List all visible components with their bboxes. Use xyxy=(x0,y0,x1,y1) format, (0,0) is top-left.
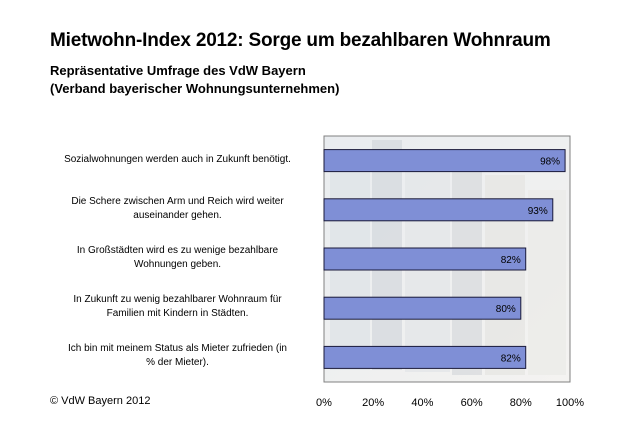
category-label-line: Familien mit Kindern in Städten. xyxy=(106,308,249,320)
category-label: Ich bin mit meinem Status als Mieter zuf… xyxy=(40,342,315,370)
bar xyxy=(323,198,554,222)
category-label-line: Die Schere zwischen Arm und Reich wird w… xyxy=(71,195,284,207)
data-label: 82% xyxy=(501,353,521,364)
chart-subtitle-line2: (Verband bayerischer Wohnungsunternehmen… xyxy=(50,81,340,96)
category-label-line: In Zukunft zu wenig bezahlbarer Wohnraum… xyxy=(73,294,282,306)
bar xyxy=(323,345,527,369)
copyright-text: © VdW Bayern 2012 xyxy=(50,395,151,407)
x-tick-label: 20% xyxy=(362,397,384,409)
chart-subtitle-line1: Repräsentative Umfrage des VdW Bayern xyxy=(50,63,306,78)
bar xyxy=(323,149,566,173)
category-label-line: Ich bin mit meinem Status als Mieter zuf… xyxy=(68,343,287,355)
data-label: 98% xyxy=(540,157,560,168)
data-label: 82% xyxy=(501,255,521,266)
category-label-line: Wohnungen geben. xyxy=(133,259,222,270)
x-tick-label: 100% xyxy=(556,397,584,409)
category-label: Die Schere zwischen Arm und Reich wird w… xyxy=(40,195,315,223)
x-tick-label: 40% xyxy=(411,397,433,409)
data-label: 93% xyxy=(528,206,548,217)
x-tick-label: 80% xyxy=(510,397,532,409)
category-label: In Zukunft zu wenig bezahlbarer Wohnraum… xyxy=(40,293,315,321)
data-label: 80% xyxy=(496,304,516,315)
category-label: In Großstädten wird es zu wenige bezahlb… xyxy=(40,244,315,272)
x-tick-label: 0% xyxy=(316,397,332,409)
bar xyxy=(323,296,522,320)
x-tick-label: 60% xyxy=(461,397,483,409)
category-label-line: Sozialwohnungen werden auch in Zukunft b… xyxy=(64,153,291,165)
chart-title: Mietwohn-Index 2012: Sorge um bezahlbare… xyxy=(50,30,551,51)
category-label: Sozialwohnungen werden auch in Zukunft b… xyxy=(40,153,315,167)
category-label-line: auseinander gehen. xyxy=(133,209,222,221)
bar xyxy=(323,247,527,271)
category-label-line: In Großstädten wird es zu wenige bezahlb… xyxy=(76,245,279,256)
category-label-line: % der Mieter). xyxy=(146,357,209,369)
